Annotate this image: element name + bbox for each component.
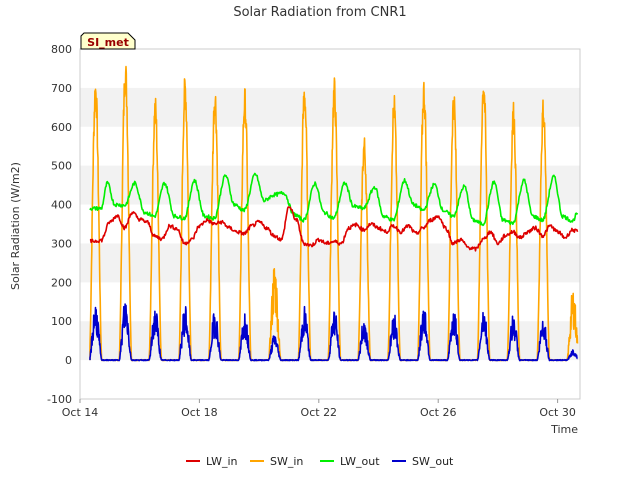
series-lines xyxy=(89,65,579,362)
y-tick-label: -100 xyxy=(47,393,72,406)
x-axis-label: Time xyxy=(550,423,578,436)
x-tick-label: Oct 30 xyxy=(539,406,576,419)
legend-label: LW_out xyxy=(340,455,380,468)
series-line-sw-out xyxy=(89,303,578,362)
y-tick-label: 600 xyxy=(51,121,72,134)
x-tick-label: Oct 22 xyxy=(301,406,338,419)
y-tick-label: 500 xyxy=(51,160,72,173)
x-tick-label: Oct 14 xyxy=(62,406,99,419)
x-tick-label: Oct 18 xyxy=(181,406,218,419)
y-axis-ticks: -100 0 100 200 300 400 500 600 700 800 xyxy=(47,43,72,406)
legend-item-sw-in: SW_in xyxy=(250,455,303,468)
series-line-lw-in xyxy=(89,206,579,252)
y-tick-label: 200 xyxy=(51,276,72,289)
grid-band xyxy=(80,87,580,127)
legend-item-lw-in: LW_in xyxy=(186,455,238,468)
legend-label: SW_in xyxy=(270,455,303,468)
x-axis-ticks: Oct 14 Oct 18 Oct 22 Oct 26 Oct 30 xyxy=(62,399,576,419)
series-line-lw-out xyxy=(89,172,579,227)
y-tick-label: 100 xyxy=(51,315,72,328)
station-badge: SI_met xyxy=(80,32,136,50)
legend-item-sw-out: SW_out xyxy=(392,455,454,468)
legend: LW_in SW_in LW_out SW_out xyxy=(186,455,454,468)
x-tick-label: Oct 26 xyxy=(420,406,457,419)
y-tick-label: 700 xyxy=(51,82,72,95)
station-badge-label: SI_met xyxy=(87,36,129,49)
y-tick-label: 0 xyxy=(65,354,72,367)
y-tick-label: 400 xyxy=(51,199,72,212)
chart-title: Solar Radiation from CNR1 xyxy=(233,5,406,20)
legend-label: LW_in xyxy=(206,455,238,468)
y-tick-label: 800 xyxy=(51,43,72,56)
y-axis-label: Solar Radiation (W/m2) xyxy=(9,162,22,290)
grid-band xyxy=(80,165,580,205)
y-tick-label: 300 xyxy=(51,237,72,250)
plot-frame xyxy=(79,48,581,400)
legend-label: SW_out xyxy=(412,455,454,468)
legend-item-lw-out: LW_out xyxy=(320,455,380,468)
